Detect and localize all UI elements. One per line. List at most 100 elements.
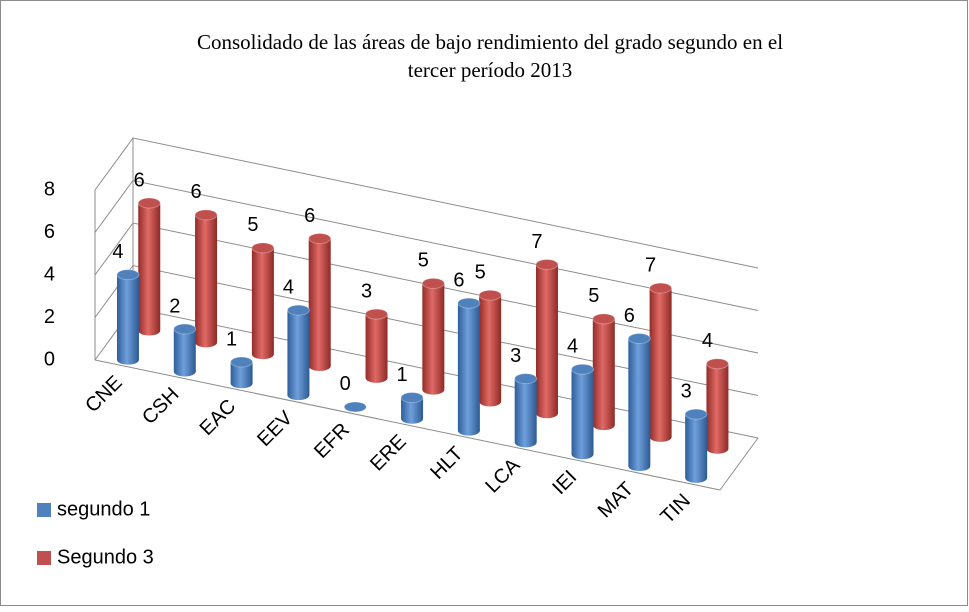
value-label: 3 xyxy=(361,280,372,302)
bar-body xyxy=(365,314,388,383)
bar-top xyxy=(308,233,332,245)
bar xyxy=(478,289,502,407)
bar xyxy=(251,242,275,360)
bar-top xyxy=(478,289,502,301)
value-label: 5 xyxy=(247,214,258,236)
bar-top xyxy=(627,333,651,345)
chart-subtitle: tercer período 2013 xyxy=(408,58,572,82)
legend-swatch xyxy=(37,551,51,565)
value-label: 5 xyxy=(475,261,486,283)
value-label: 4 xyxy=(283,276,294,298)
bar-body xyxy=(628,338,651,472)
bar xyxy=(649,282,673,442)
bar xyxy=(116,269,140,365)
y-tick-label: 6 xyxy=(44,221,55,243)
floor-edge xyxy=(94,359,721,491)
value-label: 6 xyxy=(134,169,145,191)
value-label: 2 xyxy=(169,295,180,317)
bar xyxy=(137,197,161,336)
chart-title: Consolidado de las áreas de bajo rendimi… xyxy=(197,30,783,54)
bar-body xyxy=(479,295,502,407)
bar-body xyxy=(706,363,729,454)
bar-top xyxy=(649,282,673,294)
bar-top xyxy=(421,277,445,289)
bar-top xyxy=(514,373,538,385)
bar-body xyxy=(514,378,537,448)
bar-top xyxy=(592,313,616,325)
bar-body xyxy=(287,310,310,401)
value-label: 0 xyxy=(340,373,351,395)
value-label: 3 xyxy=(510,345,521,367)
bar-body xyxy=(592,318,615,431)
value-label: 7 xyxy=(645,254,656,276)
value-label: 6 xyxy=(453,269,464,291)
bar xyxy=(343,401,367,413)
floor-edge xyxy=(719,437,759,491)
value-label: 4 xyxy=(702,330,713,352)
bar-body xyxy=(401,397,424,424)
bar xyxy=(365,308,389,383)
bar-body xyxy=(173,328,196,377)
bar-body xyxy=(138,203,161,336)
bar-body xyxy=(195,214,218,348)
value-label: 6 xyxy=(624,305,635,327)
bar-top xyxy=(173,323,197,335)
bar-top xyxy=(400,392,424,404)
bar xyxy=(535,259,559,419)
legend-label: Segundo 3 xyxy=(57,546,154,568)
y-tick-label: 0 xyxy=(44,348,55,370)
value-label: 7 xyxy=(531,231,542,253)
y-tick-label: 4 xyxy=(44,263,55,285)
bar-top xyxy=(137,197,161,209)
value-label: 5 xyxy=(588,285,599,307)
bar-body xyxy=(116,274,139,365)
bar xyxy=(230,356,254,389)
bar-body xyxy=(251,247,274,360)
bar-top xyxy=(116,269,140,281)
bar-body xyxy=(685,414,708,483)
y-tick-label: 2 xyxy=(44,306,55,328)
bar xyxy=(308,233,332,372)
value-label: 1 xyxy=(226,328,237,350)
bar xyxy=(286,304,310,401)
bar-top xyxy=(535,259,559,271)
value-label: 6 xyxy=(191,181,202,203)
y-tick-label: 8 xyxy=(44,178,55,200)
bar-top xyxy=(251,242,275,254)
bar-top xyxy=(571,363,595,375)
legend-label: segundo 1 xyxy=(57,498,150,520)
bar-body xyxy=(535,264,558,419)
bar-body xyxy=(230,362,253,389)
value-label: 6 xyxy=(304,205,315,227)
bar-top xyxy=(457,297,481,309)
bar xyxy=(571,363,595,460)
grid-line xyxy=(94,137,759,269)
bar-top xyxy=(365,308,389,320)
bar-body xyxy=(308,238,331,372)
legend-swatch xyxy=(37,503,51,517)
bar-top xyxy=(705,358,729,370)
value-label: 5 xyxy=(418,250,429,272)
bar xyxy=(514,373,538,448)
bar-body xyxy=(571,369,594,460)
bar-top xyxy=(194,209,218,221)
bar xyxy=(421,277,445,395)
value-label: 4 xyxy=(112,241,123,263)
value-label: 1 xyxy=(396,364,407,386)
bar xyxy=(705,358,729,454)
bar xyxy=(684,408,708,483)
bar-top xyxy=(684,408,708,420)
bar-body xyxy=(422,283,445,395)
bar xyxy=(457,297,481,436)
bar xyxy=(173,323,197,377)
bar xyxy=(627,333,651,472)
bar-top xyxy=(286,304,310,316)
value-label: 3 xyxy=(681,380,692,402)
bar-body xyxy=(649,288,672,442)
bar-top xyxy=(343,401,367,413)
bar-body xyxy=(457,303,480,436)
bar xyxy=(592,313,616,431)
bar xyxy=(194,209,218,348)
value-label: 4 xyxy=(567,335,578,357)
